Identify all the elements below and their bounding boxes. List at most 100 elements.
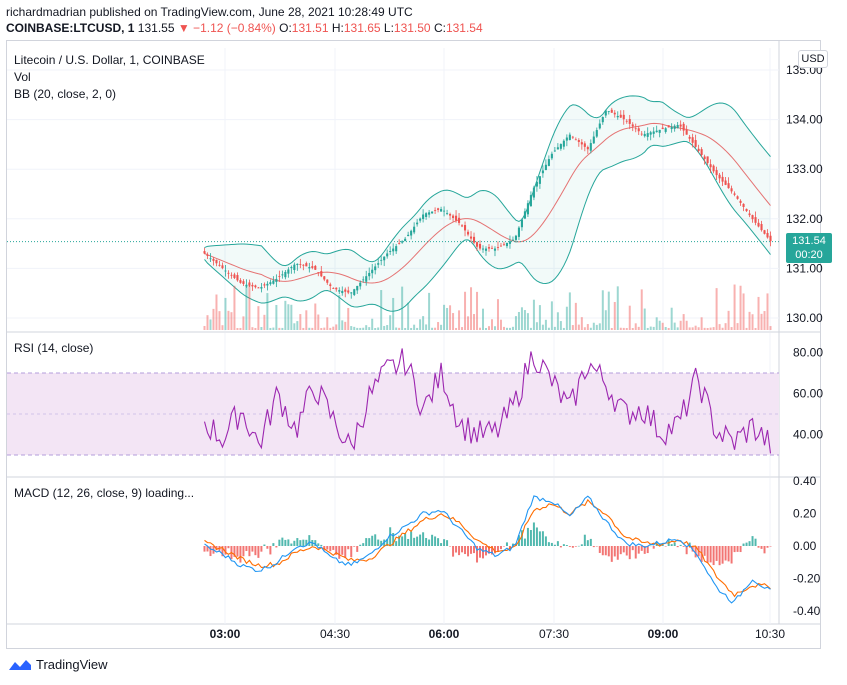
- candle-body: [703, 156, 706, 160]
- candle-body: [484, 248, 488, 251]
- macd-histogram-bar: [437, 538, 440, 546]
- candle-body: [326, 279, 329, 283]
- macd-histogram-bar: [278, 539, 281, 546]
- candle-body: [299, 264, 302, 265]
- candle-body: [634, 128, 637, 130]
- volume-bar: [595, 324, 598, 330]
- volume-bar: [703, 327, 706, 330]
- volume-bar: [520, 307, 523, 330]
- volume-bar: [769, 326, 772, 330]
- macd-histogram-bar: [293, 540, 296, 546]
- volume-bar: [227, 310, 230, 330]
- candle-body: [487, 247, 491, 249]
- volume-bar: [335, 324, 338, 330]
- macd-histogram-bar: [308, 535, 311, 546]
- macd-histogram-bar: [284, 539, 287, 546]
- macd-histogram-bar: [526, 527, 529, 546]
- macd-histogram-bar: [269, 546, 272, 555]
- candle-body: [395, 246, 398, 252]
- volume-bar: [502, 326, 505, 330]
- macd-histogram-bar: [757, 546, 760, 548]
- macd-histogram-bar: [556, 541, 559, 546]
- macd-histogram-bar: [365, 538, 368, 546]
- candle-body: [335, 287, 338, 290]
- macd-histogram-bar: [251, 546, 254, 552]
- candle-body: [523, 211, 526, 219]
- volume-bar: [490, 319, 493, 330]
- volume-bar: [523, 310, 526, 330]
- macd-histogram-bar: [532, 522, 535, 546]
- candle-body: [538, 176, 541, 184]
- volume-bar: [404, 327, 407, 330]
- open-value: 131.51: [291, 21, 329, 35]
- volume-bar: [511, 326, 514, 330]
- candle-body: [212, 258, 215, 261]
- macd-histogram-bar: [496, 546, 499, 553]
- volume-bar: [362, 327, 365, 330]
- candle-body: [419, 218, 422, 221]
- time-tick-label: 03:00: [210, 627, 241, 641]
- volume-bar: [320, 328, 323, 330]
- candle-body: [520, 219, 523, 228]
- macd-tick-label: -0.20: [793, 572, 821, 586]
- macd-histogram-bar: [574, 546, 577, 547]
- macd-histogram-bar: [511, 543, 514, 546]
- macd-histogram-bar: [353, 546, 356, 547]
- candle-body: [607, 111, 610, 112]
- macd-histogram-bar: [332, 546, 335, 550]
- candle-body: [287, 269, 290, 274]
- candle-body: [314, 265, 317, 270]
- low-label: L:: [383, 21, 394, 35]
- volume-bar: [455, 327, 458, 330]
- rsi-legend: RSI (14, close): [14, 341, 94, 355]
- candle-body: [344, 289, 347, 292]
- macd-histogram-bar: [404, 533, 407, 546]
- candle-body: [446, 213, 449, 214]
- macd-histogram-bar: [221, 546, 224, 557]
- currency-button[interactable]: USD: [798, 50, 828, 68]
- macd-histogram-bar: [565, 545, 568, 546]
- volume-bar: [556, 312, 559, 330]
- candle-body: [224, 270, 227, 272]
- volume-bar: [661, 322, 664, 330]
- macd-histogram-bar: [263, 544, 266, 546]
- macd-histogram-bar: [299, 540, 302, 546]
- volume-bar: [380, 290, 383, 330]
- volume-bar: [634, 323, 637, 330]
- volume-bar: [598, 323, 601, 330]
- candle-body: [718, 174, 721, 179]
- rsi-line: [203, 348, 772, 454]
- candle-body: [293, 264, 296, 270]
- macd-histogram-bar: [733, 546, 736, 553]
- candle-body: [529, 195, 532, 207]
- macd-histogram-bar: [326, 546, 329, 550]
- volume-bar: [290, 304, 293, 330]
- tradingview-logo[interactable]: TradingView: [8, 657, 108, 672]
- candle-body: [658, 129, 661, 133]
- volume-bar: [314, 303, 317, 330]
- last-price: 131.55: [137, 21, 175, 35]
- candle-body: [380, 259, 383, 261]
- price-tick-label: 130.00: [786, 311, 823, 325]
- candle-body: [203, 251, 206, 254]
- volume-bar: [550, 301, 553, 330]
- macd-histogram-bar: [589, 538, 592, 546]
- volume-bar: [766, 293, 769, 330]
- macd-histogram-bar: [344, 546, 347, 559]
- volume-bar: [254, 327, 257, 330]
- candle-body: [320, 271, 323, 277]
- candle-body: [413, 226, 416, 233]
- volume-bar: [413, 324, 416, 330]
- volume-bar: [383, 325, 386, 330]
- rsi-tick-label: 80.00: [793, 346, 823, 360]
- candle-body: [670, 126, 673, 130]
- candle-body: [416, 222, 419, 225]
- candle-body: [347, 290, 350, 293]
- macd-histogram-bar: [604, 546, 607, 556]
- volume-bar: [688, 327, 691, 330]
- macd-histogram-bar: [290, 543, 293, 546]
- candle-body: [649, 132, 652, 135]
- candle-body: [302, 264, 305, 266]
- volume-bar: [652, 326, 655, 330]
